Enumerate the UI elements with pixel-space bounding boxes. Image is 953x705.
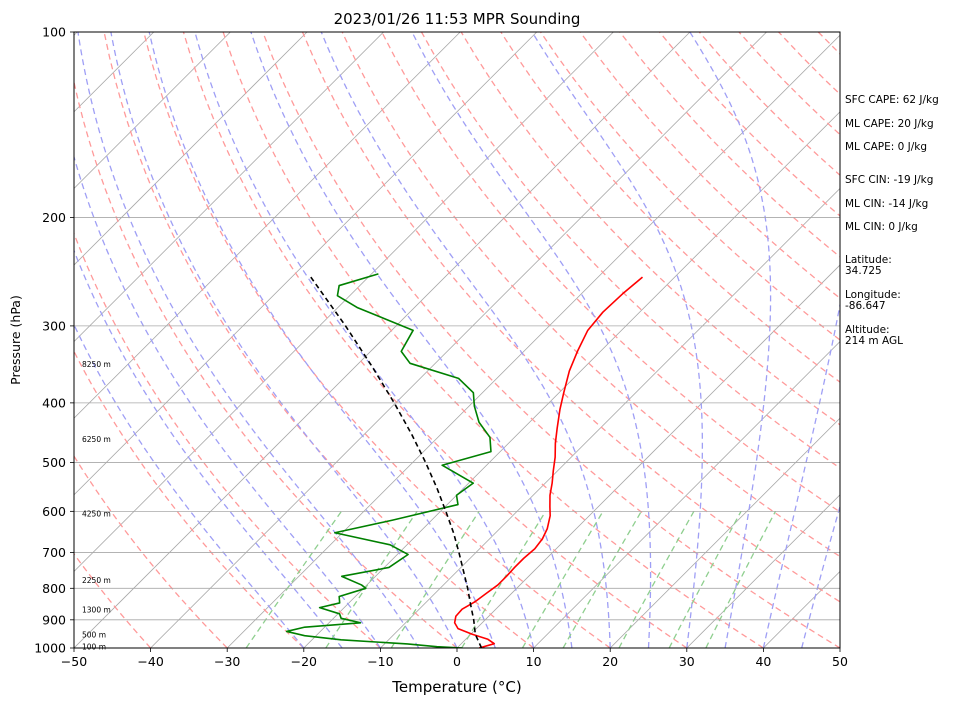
x-tick-label: 10 bbox=[526, 654, 542, 669]
isotherm-line bbox=[74, 32, 691, 648]
dry-adiabat-line bbox=[74, 79, 458, 648]
moist-adiabat-line bbox=[74, 154, 381, 648]
height-label: 6250 m bbox=[82, 435, 111, 444]
mixing-ratio-line bbox=[618, 511, 695, 648]
moist-adiabat-line bbox=[762, 301, 840, 648]
moist-adiabat-line bbox=[689, 32, 772, 648]
y-tick-label: 200 bbox=[42, 210, 66, 225]
moist-adiabat-line bbox=[194, 32, 535, 648]
latitude-value: 34.725 bbox=[845, 265, 882, 277]
height-label: 100 m bbox=[82, 643, 106, 652]
dry-adiabat-line bbox=[103, 32, 534, 648]
parcel-profile bbox=[310, 276, 483, 648]
isotherm-line bbox=[456, 264, 840, 648]
moist-adiabat-line bbox=[411, 32, 652, 648]
y-tick-label: 500 bbox=[42, 455, 66, 470]
x-axis-label: Temperature (°C) bbox=[391, 678, 521, 696]
ml-cin-text: ML CIN: -14 J/kg bbox=[845, 198, 929, 210]
ml-cape-text: ML CAPE: 0 J/kg bbox=[845, 141, 928, 153]
ml-cin-text: ML CIN: 0 J/kg bbox=[845, 221, 918, 233]
mixing-ratio-line bbox=[562, 511, 642, 648]
height-label: 4250 m bbox=[82, 510, 111, 519]
isotherm-line bbox=[609, 417, 840, 648]
y-tick-label: 600 bbox=[42, 504, 66, 519]
isotherm-line bbox=[74, 32, 384, 343]
x-tick-label: −30 bbox=[214, 654, 240, 669]
dewpoint-profile bbox=[285, 273, 492, 648]
x-tick-label: 50 bbox=[832, 654, 848, 669]
dry-adiabat-line bbox=[262, 32, 840, 648]
y-tick-label: 800 bbox=[42, 581, 66, 596]
isotherm-line bbox=[226, 34, 840, 648]
height-label: 2250 m bbox=[82, 576, 111, 585]
y-tick-label: 700 bbox=[42, 545, 66, 560]
mixing-ratio-line bbox=[668, 511, 742, 648]
isotherm-line bbox=[150, 32, 767, 648]
mixing-ratio-line bbox=[521, 511, 604, 648]
isotherm-line bbox=[74, 32, 538, 496]
isotherm-line bbox=[74, 32, 461, 419]
dry-adiabat-line bbox=[143, 32, 611, 648]
longitude-value: -86.647 bbox=[845, 300, 886, 312]
x-tick-label: 30 bbox=[679, 654, 695, 669]
mixing-ratio-line bbox=[461, 510, 547, 648]
ml-cape-text: ML CAPE: 20 J/kg bbox=[845, 118, 934, 130]
x-tick-label: 0 bbox=[453, 654, 461, 669]
altitude-value: 214 m AGL bbox=[845, 335, 903, 347]
x-tick-label: −10 bbox=[367, 654, 393, 669]
x-tick-label: −40 bbox=[137, 654, 163, 669]
y-tick-label: 300 bbox=[42, 318, 66, 333]
isotherm-line bbox=[303, 111, 840, 648]
x-tick-label: 40 bbox=[755, 654, 771, 669]
moist-adiabat-line bbox=[531, 32, 704, 648]
y-axis-label: Pressure (hPa) bbox=[8, 295, 23, 385]
moist-adiabat-line bbox=[77, 32, 420, 648]
y-tick-label: 1000 bbox=[34, 641, 66, 656]
x-tick-label: −50 bbox=[61, 654, 87, 669]
moist-adiabat-line bbox=[74, 248, 343, 648]
x-tick-label: 20 bbox=[602, 654, 618, 669]
sfc-cin-text: SFC CIN: -19 J/kg bbox=[845, 174, 934, 186]
x-tick-label: −20 bbox=[291, 654, 317, 669]
y-tick-label: 100 bbox=[42, 25, 66, 40]
isotherm-line bbox=[686, 494, 840, 648]
height-label: 1300 m bbox=[82, 606, 111, 615]
isotherm-line bbox=[74, 32, 614, 572]
latitude-label: Latitude: bbox=[845, 254, 892, 266]
height-label: 500 m bbox=[82, 630, 106, 639]
longitude-label: Longitude: bbox=[845, 289, 901, 301]
temperature-profile bbox=[453, 276, 644, 648]
chart-title: 2023/01/26 11:53 MPR Sounding bbox=[334, 10, 581, 28]
isotherm-line bbox=[74, 32, 231, 189]
moist-adiabat-line bbox=[801, 504, 840, 648]
altitude-label: Altitude: bbox=[845, 324, 890, 336]
isotherm-line bbox=[74, 32, 308, 266]
mixing-ratio-line bbox=[705, 511, 777, 648]
dry-adiabat-line bbox=[182, 32, 688, 648]
moist-adiabat-line bbox=[110, 32, 458, 648]
moist-adiabat-line bbox=[148, 32, 496, 648]
moist-adiabat-line bbox=[320, 32, 611, 648]
isotherm-line bbox=[533, 341, 840, 648]
isotherm-line bbox=[380, 187, 840, 648]
y-tick-label: 400 bbox=[42, 395, 66, 410]
dry-adiabat-line bbox=[579, 32, 840, 300]
dry-adiabat-line bbox=[74, 350, 305, 648]
height-label: 8250 m bbox=[82, 360, 111, 369]
y-tick-label: 900 bbox=[42, 612, 66, 627]
sfc-cape-text: SFC CAPE: 62 J/kg bbox=[845, 94, 939, 106]
moist-adiabat-line bbox=[250, 32, 573, 648]
